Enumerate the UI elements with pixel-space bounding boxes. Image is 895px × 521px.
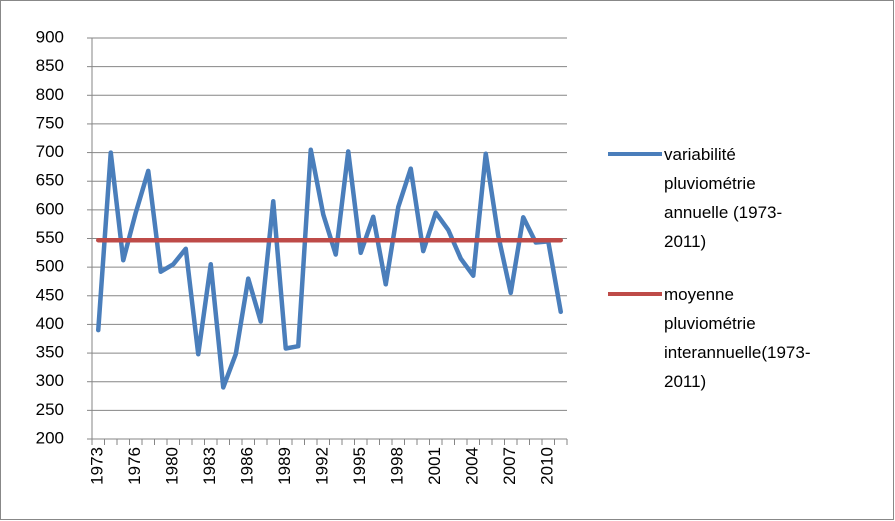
x-tick-label: 1973 xyxy=(88,447,107,485)
y-tick-label: 500 xyxy=(36,257,64,276)
x-tick-label: 2001 xyxy=(425,447,444,485)
y-tick-label: 600 xyxy=(36,199,64,218)
x-tick-label: 2007 xyxy=(500,447,519,485)
x-tick-label: 1992 xyxy=(313,447,332,485)
x-tick-label: 2004 xyxy=(463,447,482,485)
y-tick-label: 750 xyxy=(36,113,64,132)
y-tick-label: 450 xyxy=(36,285,64,304)
legend-label: variabilité pluviométrie annuelle (1973-… xyxy=(664,145,783,251)
y-tick-label: 650 xyxy=(36,171,64,190)
y-tick-label: 200 xyxy=(36,428,64,447)
series-line xyxy=(96,147,563,390)
y-tick-label: 550 xyxy=(36,228,64,247)
x-tick-label: 1986 xyxy=(238,447,257,485)
x-tick-label: 1995 xyxy=(350,447,369,485)
y-tick-label: 800 xyxy=(36,85,64,104)
y-tick-label: 400 xyxy=(36,314,64,333)
y-tick-label: 350 xyxy=(36,343,64,362)
y-tick-label: 900 xyxy=(36,27,64,46)
y-tick-label: 300 xyxy=(36,371,64,390)
x-tick-label: 2010 xyxy=(538,447,557,485)
x-tick-label: 1998 xyxy=(388,447,407,485)
y-tick-label: 850 xyxy=(36,56,64,75)
legend-swatch xyxy=(608,152,662,156)
x-tick-label: 1983 xyxy=(200,447,219,485)
legend-swatch xyxy=(608,292,662,296)
y-tick-label: 250 xyxy=(36,400,64,419)
y-tick-label: 700 xyxy=(36,142,64,161)
x-tick-label: 1976 xyxy=(125,447,144,485)
x-tick-label: 1989 xyxy=(275,447,294,485)
x-tick-label: 1980 xyxy=(163,447,182,485)
legend-label: moyenne pluviométrie interannuelle(1973-… xyxy=(664,285,811,391)
